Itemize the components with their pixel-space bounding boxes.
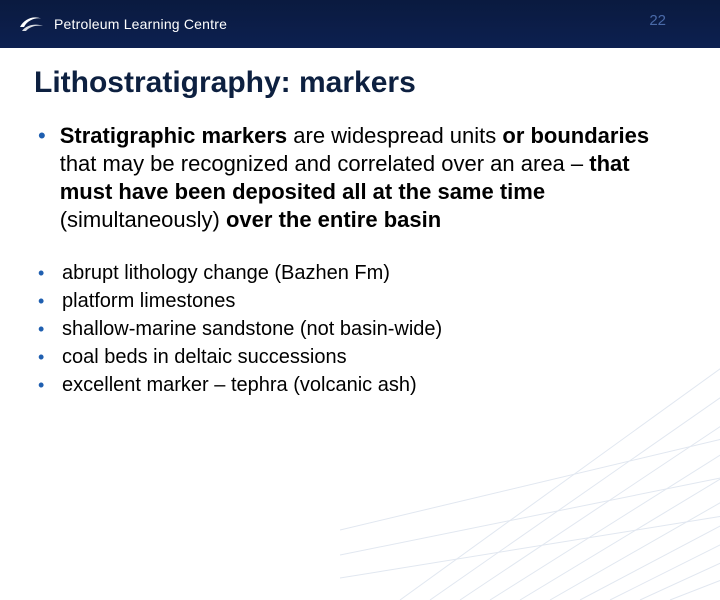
- bullet-dot-icon: •: [38, 260, 48, 286]
- main-bullet: • Stratigraphic markers are widespread u…: [38, 122, 682, 234]
- bullet-dot-icon: •: [38, 344, 48, 370]
- brand-logo: Petroleum Learning Centre: [18, 11, 227, 37]
- list-item-text: coal beds in deltaic successions: [62, 344, 347, 370]
- bullet-dot-icon: •: [38, 288, 48, 314]
- list-item: • shallow-marine sandstone (not basin-wi…: [38, 316, 682, 342]
- list-item-text: excellent marker – tephra (volcanic ash): [62, 372, 417, 398]
- list-item: • platform limestones: [38, 288, 682, 314]
- brand-name: Petroleum Learning Centre: [54, 16, 227, 32]
- list-item: • excellent marker – tephra (volcanic as…: [38, 372, 682, 398]
- list-item-text: platform limestones: [62, 288, 235, 314]
- bullet-dot-icon: •: [38, 372, 48, 398]
- slide-number: 22: [649, 12, 666, 29]
- globe-swoosh-icon: [18, 11, 44, 37]
- sub-bullet-list: • abrupt lithology change (Bazhen Fm) • …: [38, 260, 682, 398]
- slide-title: Lithostratigraphy: markers: [34, 66, 682, 100]
- list-item: • coal beds in deltaic successions: [38, 344, 682, 370]
- slide-header: Petroleum Learning Centre 22: [0, 0, 720, 48]
- slide-content: Lithostratigraphy: markers • Stratigraph…: [0, 48, 720, 398]
- bullet-dot-icon: •: [38, 122, 46, 150]
- list-item-text: shallow-marine sandstone (not basin-wide…: [62, 316, 442, 342]
- main-bullet-text: Stratigraphic markers are widespread uni…: [60, 122, 682, 234]
- bullet-dot-icon: •: [38, 316, 48, 342]
- list-item: • abrupt lithology change (Bazhen Fm): [38, 260, 682, 286]
- list-item-text: abrupt lithology change (Bazhen Fm): [62, 260, 390, 286]
